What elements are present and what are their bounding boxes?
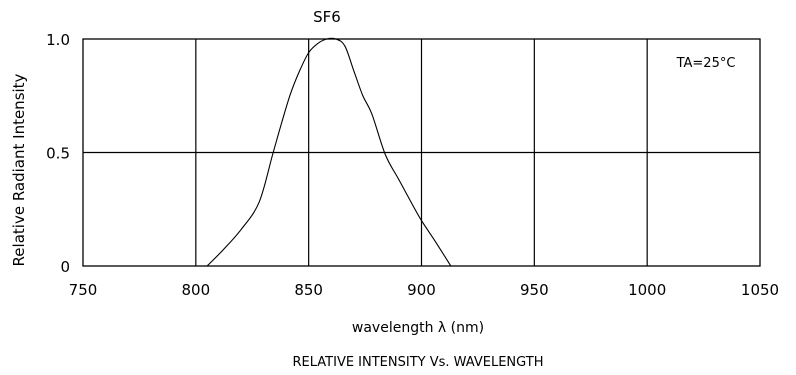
x-tick-label: 1050 [741,281,779,299]
plot-frame [82,38,761,267]
y-axis-label: Relative Radiant Intensity [10,73,28,266]
y-tick-label: 0.5 [46,145,70,163]
series-line [206,37,452,267]
y-tick-label: 0 [60,258,70,276]
x-tick-label: 850 [294,281,323,299]
x-tick-label: 900 [407,281,436,299]
x-tick-label: 1000 [628,281,666,299]
x-tick-label: 750 [69,281,98,299]
x-tick-label: 950 [520,281,549,299]
x-tick-label: 800 [182,281,211,299]
x-axis-label: wavelength λ (nm) [352,320,484,336]
temperature-annotation: TA=25°C [676,56,736,71]
y-tick-labels: 0 0.5 1.0 [46,31,70,276]
chart-subtitle: RELATIVE INTENSITY Vs. WAVELENGTH [293,355,544,370]
chart-title: SF6 [313,8,341,26]
y-tick-label: 1.0 [46,31,70,49]
x-tick-labels: 750 800 850 900 950 1000 1050 [69,281,779,299]
grid [83,39,760,266]
